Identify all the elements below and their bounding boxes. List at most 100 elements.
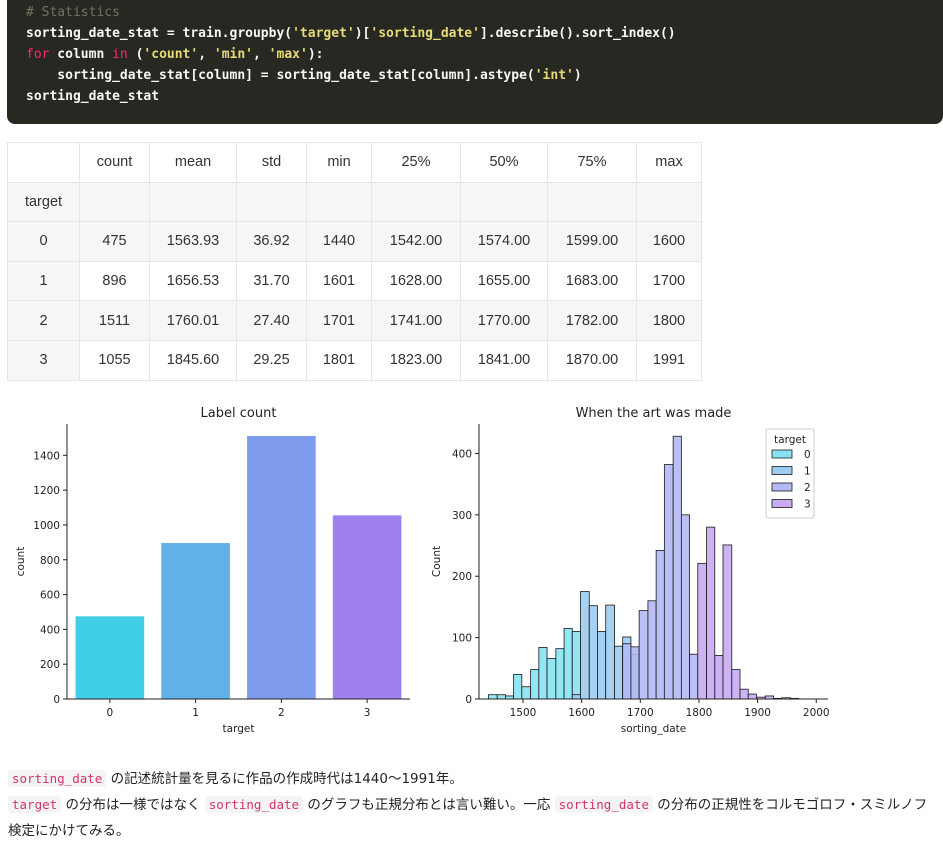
- column-header: std: [236, 142, 307, 183]
- table-row: 1 896 1656.53 31.70 1601 1628.00 1655.00 1683.0…: [7, 260, 702, 302]
- y-tick-label: 1200: [33, 485, 60, 497]
- table-cell: 1628.00: [371, 260, 461, 302]
- table-cell: 1870.00: [547, 339, 637, 381]
- code-token: sorting_date_stat[column] = sorting_date…: [26, 68, 535, 83]
- row-label: 0: [7, 221, 80, 262]
- hist-bar: [697, 562, 707, 700]
- table-cell: 31.70: [236, 260, 307, 302]
- empty-cell: [371, 181, 461, 223]
- x-tick-label: 2: [278, 707, 285, 719]
- table-row: 3 1055 1845.60 29.25 1801 1823.00 1841.00 1870.…: [7, 339, 702, 381]
- y-tick-label: 600: [40, 590, 60, 602]
- x-tick-label: 0: [107, 707, 114, 719]
- hist-bar: [521, 686, 532, 700]
- table-cell: 1655.00: [460, 260, 548, 302]
- table-cell: 1656.53: [149, 260, 237, 302]
- hist-bar: [614, 645, 624, 700]
- x-tick-label: 1600: [568, 707, 595, 719]
- table-cell: 27.40: [236, 300, 307, 341]
- y-tick-label: 1400: [33, 450, 60, 462]
- hist-bar: [672, 435, 682, 700]
- code-token: sorting_date_stat: [26, 89, 160, 104]
- hist-bar: [538, 647, 548, 700]
- legend-swatch: [771, 466, 793, 475]
- column-header: count: [79, 142, 150, 183]
- y-tick-label: 400: [40, 624, 60, 636]
- y-axis-label: count: [15, 547, 27, 577]
- column-header: mean: [149, 142, 237, 183]
- y-tick-label: 0: [53, 694, 60, 706]
- x-tick-label: 1700: [627, 707, 654, 719]
- hist-bar: [597, 631, 607, 700]
- hist-bar: [689, 653, 699, 700]
- empty-cell: [306, 181, 372, 223]
- y-tick-label: 100: [452, 633, 472, 645]
- markdown-paragraph-2: target の分布は一様ではなく sorting_date のグラフも正規分布…: [8, 792, 938, 844]
- table-cell: 1845.60: [149, 339, 237, 381]
- table-cell: 1600: [636, 221, 702, 262]
- legend-swatch: [771, 499, 793, 508]
- table-cell: 1599.00: [547, 221, 637, 262]
- hist-bar: [571, 631, 581, 700]
- row-label: 2: [7, 300, 80, 341]
- legend-label: 1: [804, 466, 811, 478]
- hist-bar: [580, 591, 590, 700]
- code-token: ,: [253, 47, 269, 62]
- hist-bar: [513, 674, 523, 700]
- chart-title: When the art was made: [576, 406, 732, 421]
- table-cell: 29.25: [236, 339, 307, 381]
- column-header: min: [306, 142, 372, 183]
- empty-cell: [460, 181, 548, 223]
- row-label: 1: [7, 260, 80, 302]
- code-token: 'target': [292, 26, 355, 41]
- table-cell: 1574.00: [460, 221, 548, 262]
- code-cell[interactable]: # Statistics sorting_date_stat = train.g…: [7, 0, 943, 124]
- table-cell: 1770.00: [460, 300, 548, 341]
- bar: [161, 543, 230, 699]
- table-row: 2 1511 1760.01 27.40 1701 1741.00 1770.00 1782.…: [7, 300, 702, 341]
- hist-bar: [605, 604, 615, 700]
- y-tick-label: 200: [452, 571, 472, 583]
- table-cell: 1841.00: [460, 339, 548, 381]
- empty-cell: [149, 181, 237, 223]
- legend-label: 3: [804, 499, 811, 511]
- hist-bar: [647, 600, 657, 700]
- legend-label: 2: [804, 482, 811, 494]
- table-cell: 1741.00: [371, 300, 461, 341]
- markdown-cell: sorting_date の記述統計量を見るに作品の作成時代は1440〜1991…: [8, 766, 938, 844]
- legend-swatch: [771, 449, 793, 459]
- code-token: 'min': [213, 47, 254, 62]
- legend-title: target: [774, 434, 806, 446]
- hist-bar: [638, 610, 649, 700]
- code-block: # Statistics sorting_date_stat = train.g…: [26, 2, 943, 107]
- inline-code: target: [8, 796, 62, 813]
- column-header: 75%: [547, 142, 637, 183]
- table-cell: 896: [79, 260, 150, 302]
- text-span: の分布の正規性をコルモゴロフ・スミルノフ検定にかけてみる。: [8, 797, 928, 839]
- y-tick-label: 400: [452, 448, 472, 460]
- column-header: 25%: [371, 142, 461, 183]
- code-token: ): [573, 68, 582, 83]
- x-axis-label: sorting_date: [621, 723, 687, 735]
- chart-title: Label count: [201, 406, 277, 421]
- hist-bar: [747, 693, 757, 700]
- code-token: )[: [354, 26, 371, 41]
- column-header: max: [636, 142, 702, 183]
- table-cell: 1700: [636, 260, 702, 302]
- table-cell: 1801: [306, 339, 372, 381]
- y-tick-label: 0: [465, 694, 472, 706]
- x-tick-label: 1800: [686, 707, 713, 719]
- legend-swatch: [771, 482, 793, 492]
- hist-bar: [706, 526, 716, 700]
- text-span: の記述統計量を見るに作品の作成時代は1440〜1991年。: [106, 771, 463, 787]
- table-cell: 1823.00: [371, 339, 461, 381]
- text-span: のグラフも正規分布とは言い難い。一応: [303, 797, 555, 813]
- table-cell: 1760.01: [149, 300, 237, 341]
- index-name: target: [7, 181, 80, 223]
- hist-bar: [714, 655, 724, 700]
- code-token: for: [26, 47, 50, 62]
- empty-cell: [236, 181, 307, 223]
- hist-bar: [496, 694, 506, 700]
- code-token: 'int': [534, 68, 574, 83]
- y-tick-label: 1000: [33, 520, 60, 532]
